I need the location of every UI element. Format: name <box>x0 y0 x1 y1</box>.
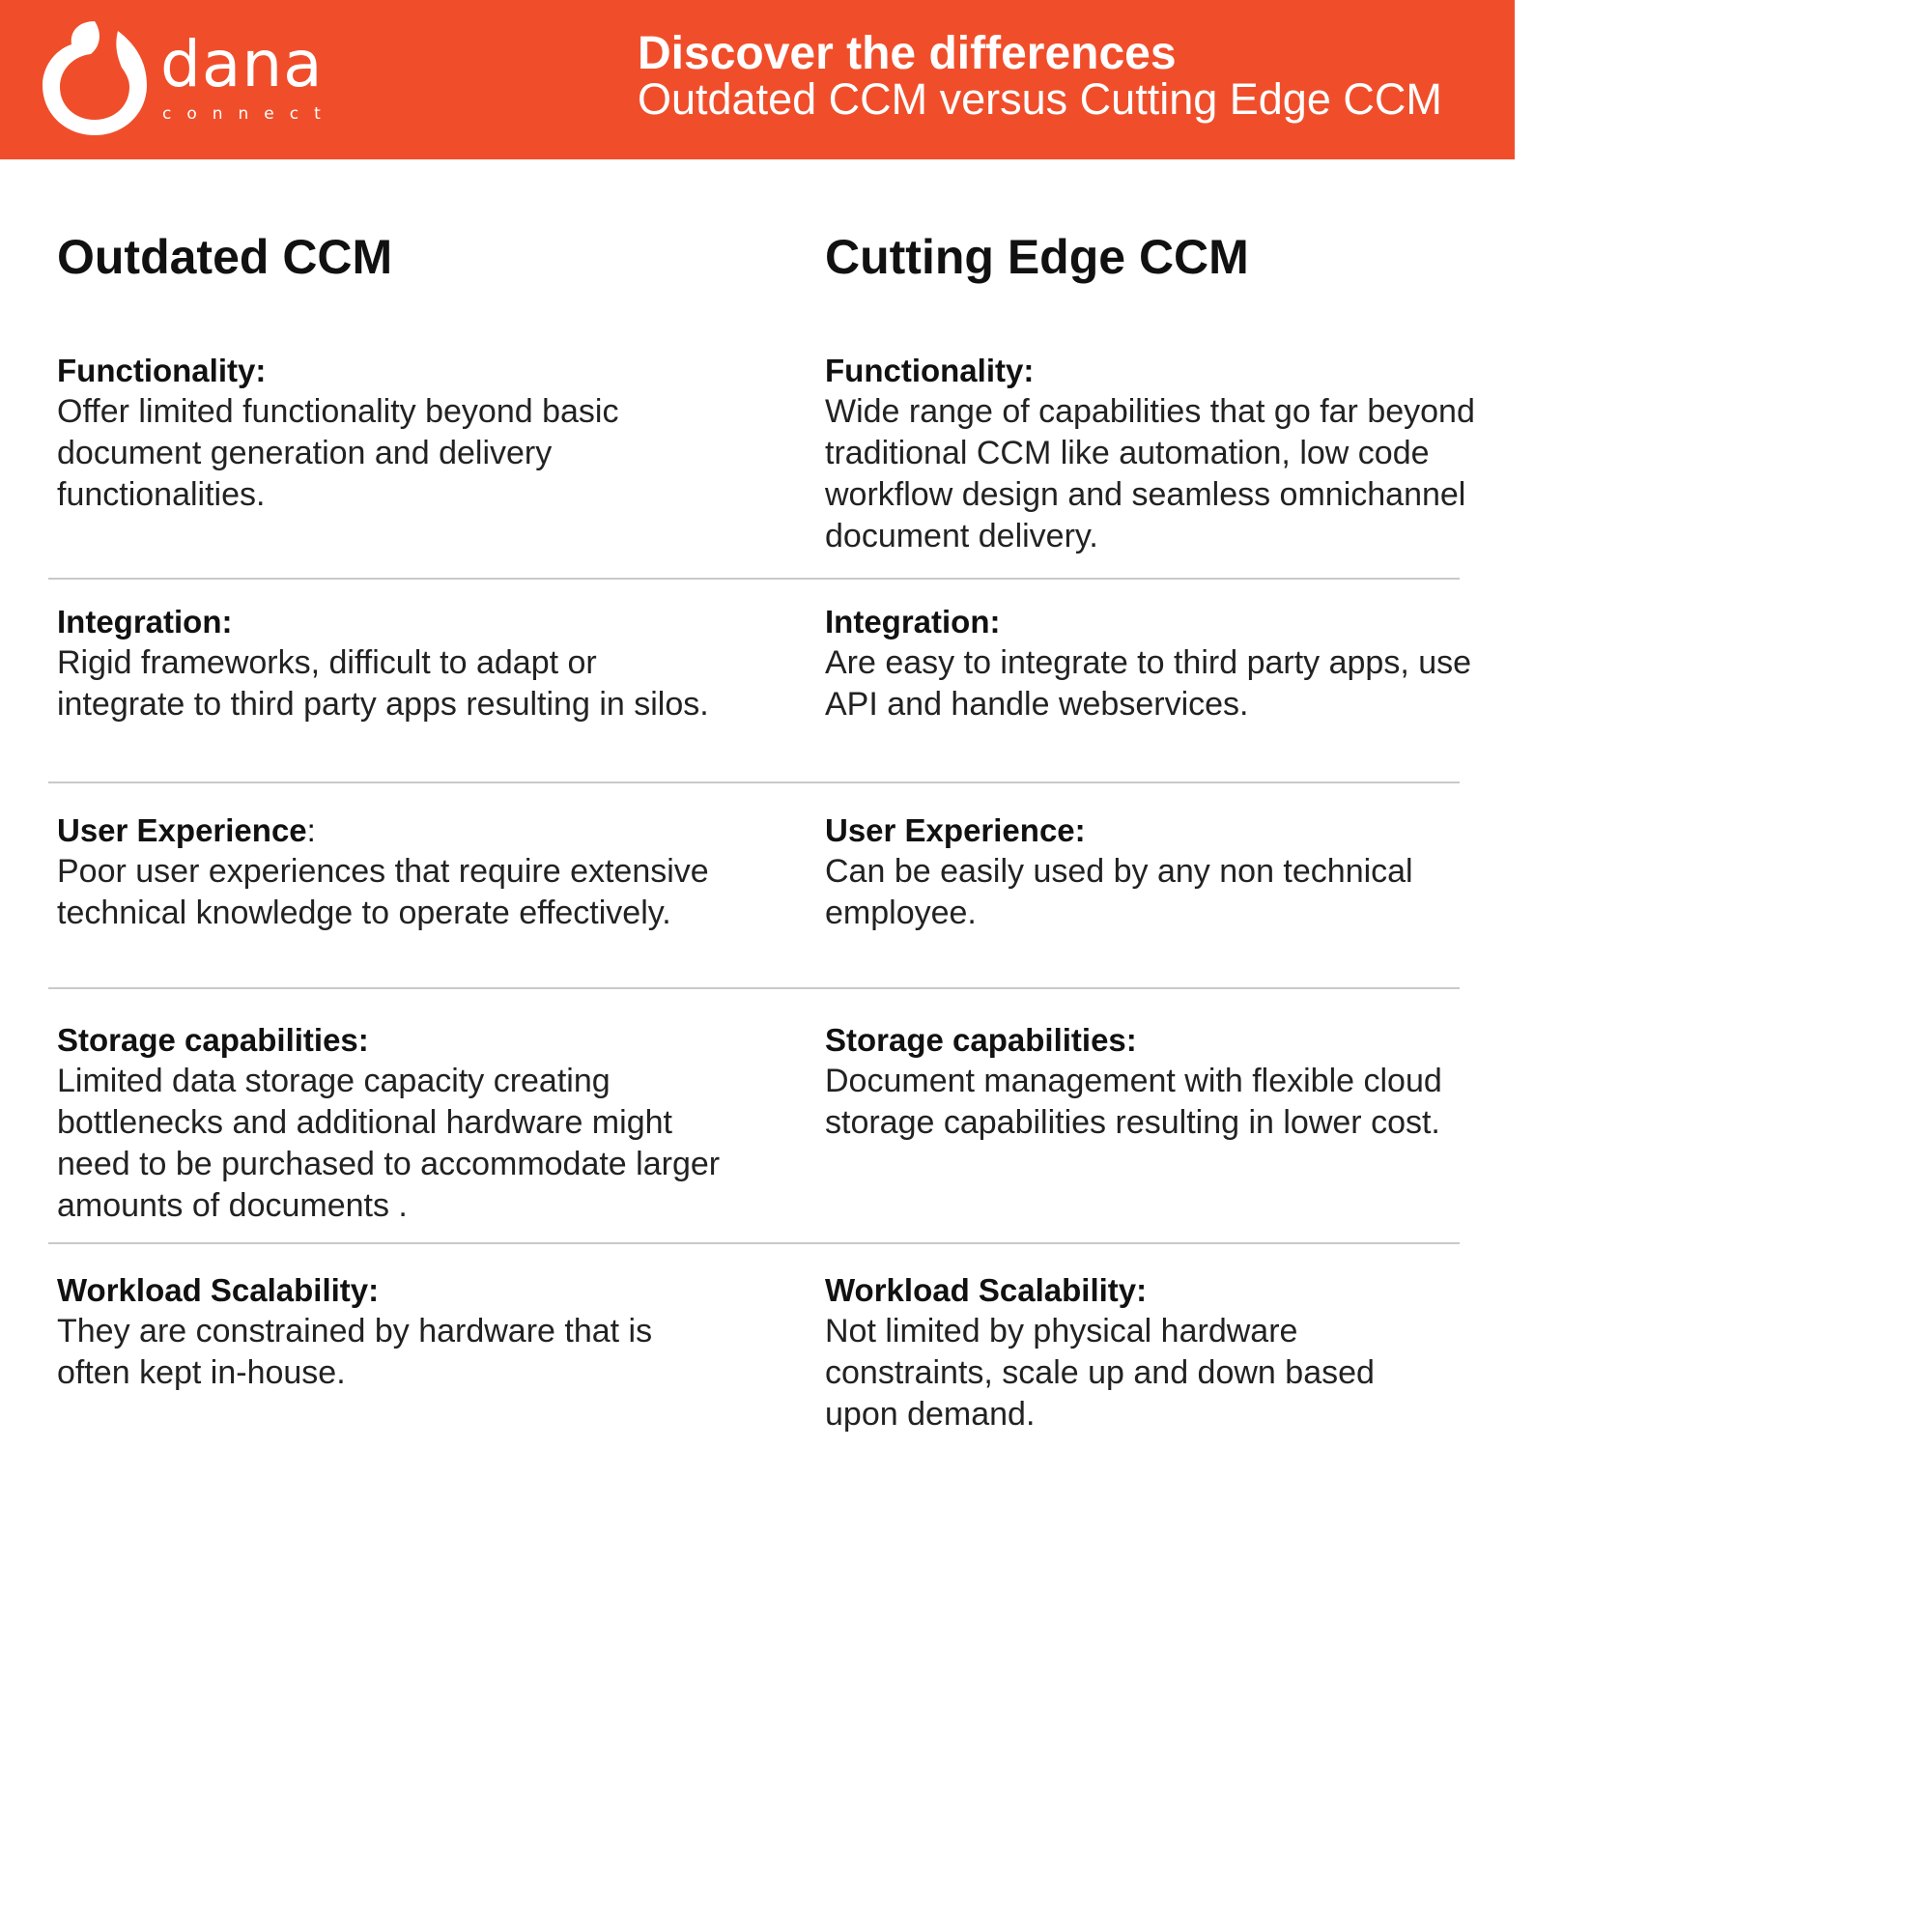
right-column-heading: Cutting Edge CCM <box>825 230 1249 284</box>
row-divider <box>48 781 1460 783</box>
cell-title: Integration: <box>57 604 233 639</box>
cell-text: Wide range of capabilities that go far b… <box>825 393 1475 554</box>
cell-text: Not limited by physical hardware constra… <box>825 1313 1375 1433</box>
cell-text: Limited data storage capacity creating b… <box>57 1063 721 1224</box>
cell-text: Offer limited functionality beyond basic… <box>57 393 619 513</box>
cell-text: Can be easily used by any non technical … <box>825 853 1413 931</box>
cell-text: Are easy to integrate to third party app… <box>825 644 1472 723</box>
cell-text: Document management with flexible cloud … <box>825 1063 1442 1141</box>
right-cell-scalability: Workload Scalability: Not limited by phy… <box>825 1269 1443 1435</box>
right-cell-storage: Storage capabilities: Document managemen… <box>825 1019 1492 1144</box>
left-cell-functionality: Functionality: Offer limited functionali… <box>57 350 733 516</box>
cell-text: Poor user experiences that require exten… <box>57 853 709 931</box>
logo-wordmark: dana <box>160 27 324 101</box>
cell-text: Rigid frameworks, difficult to adapt or … <box>57 644 709 723</box>
page-subtitle: Outdated CCM versus Cutting Edge CCM <box>638 74 1442 124</box>
row-divider <box>48 578 1460 580</box>
right-cell-functionality: Functionality: Wide range of capabilitie… <box>825 350 1482 557</box>
left-column-heading: Outdated CCM <box>57 230 393 284</box>
cell-title: Workload Scalability: <box>57 1272 380 1308</box>
left-cell-storage: Storage capabilities: Limited data stora… <box>57 1019 733 1227</box>
cell-title-label: User Experience <box>57 812 307 848</box>
cell-title: Storage capabilities: <box>57 1022 369 1058</box>
page-title: Discover the differences <box>638 28 1177 79</box>
right-cell-integration: Integration: Are easy to integrate to th… <box>825 601 1482 725</box>
cell-title: Functionality: <box>57 353 267 388</box>
left-cell-scalability: Workload Scalability: They are constrain… <box>57 1269 714 1394</box>
row-divider <box>48 987 1460 989</box>
logo-subtext: connect <box>162 104 336 124</box>
cell-title: Integration: <box>825 604 1001 639</box>
right-cell-user-experience: User Experience: Can be easily used by a… <box>825 810 1482 934</box>
cell-text: They are constrained by hardware that is… <box>57 1313 653 1391</box>
dana-logo-icon <box>43 21 147 135</box>
left-cell-user-experience: User Experience: Poor user experiences t… <box>57 810 733 934</box>
cell-title-colon: : <box>306 812 316 848</box>
cell-title: User Experience: <box>825 812 1086 848</box>
cell-title: Functionality: <box>825 353 1035 388</box>
left-cell-integration: Integration: Rigid frameworks, difficult… <box>57 601 714 725</box>
cell-title: User Experience: <box>57 810 733 851</box>
cell-title: Workload Scalability: <box>825 1272 1148 1308</box>
cell-title: Storage capabilities: <box>825 1022 1137 1058</box>
header-banner: dana connect Discover the differences Ou… <box>0 0 1515 159</box>
row-divider <box>48 1242 1460 1244</box>
